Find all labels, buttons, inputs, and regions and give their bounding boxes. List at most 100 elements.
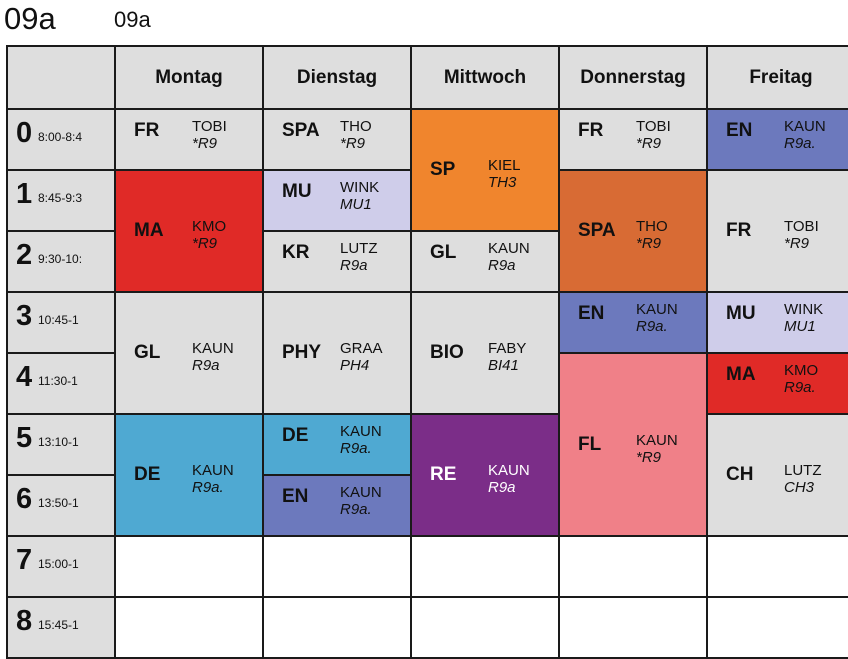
lesson-teacher: KIEL — [488, 157, 521, 174]
lesson-room: R9a. — [784, 135, 816, 152]
lesson-room: BI41 — [488, 357, 519, 374]
empty-slot[interactable] — [114, 535, 264, 598]
lesson-teacher: TOBI — [784, 218, 819, 235]
lesson-teacher: KMO — [784, 362, 819, 379]
lesson-subject: FR — [134, 120, 160, 141]
period-cell: 5 13:10-1 — [6, 413, 116, 476]
empty-slot[interactable] — [706, 596, 848, 659]
period-cell: 4 11:30-1 — [6, 352, 116, 415]
lesson-cell[interactable]: DE KAUN R9a. — [262, 413, 412, 476]
empty-slot[interactable] — [410, 535, 560, 598]
lesson-cell[interactable]: BIO FABY BI41 — [410, 291, 560, 415]
day-header-label: Freitag — [749, 66, 813, 88]
lesson-cell[interactable]: EN KAUN R9a. — [706, 108, 848, 171]
empty-slot[interactable] — [706, 535, 848, 598]
period-number: 0 — [16, 117, 33, 149]
lesson-teacher: KAUN — [488, 240, 530, 257]
lesson-subject: GL — [134, 342, 161, 363]
period-time: 13:50-1 — [38, 496, 79, 510]
lesson-cell[interactable]: MU WINK MU1 — [262, 169, 412, 232]
period-cell: 7 15:00-1 — [6, 535, 116, 598]
period-time: 8:00-8:4 — [38, 130, 83, 144]
lesson-room: *R9 — [340, 135, 366, 152]
lesson-teacher: KAUN — [192, 462, 234, 479]
empty-slot[interactable] — [558, 596, 708, 659]
lesson-cell[interactable]: RE KAUN R9a — [410, 413, 560, 537]
lesson-room: MU1 — [340, 196, 372, 213]
period-number: 7 — [16, 544, 33, 576]
period-number: 6 — [16, 483, 33, 515]
lesson-teacher: WINK — [340, 179, 380, 196]
day-header: Donnerstag — [558, 45, 708, 110]
lesson-cell[interactable]: MA KMO R9a. — [706, 352, 848, 415]
lesson-cell[interactable]: DE KAUN R9a. — [114, 413, 264, 537]
lesson-cell[interactable]: SPA THO *R9 — [262, 108, 412, 171]
lesson-room: *R9 — [636, 448, 662, 466]
day-header: Montag — [114, 45, 264, 110]
class-subtitle: 09a — [114, 7, 151, 32]
lesson-cell[interactable]: GL KAUN R9a — [114, 291, 264, 415]
period-time: 15:00-1 — [38, 557, 79, 571]
lesson-subject: SPA — [578, 220, 616, 241]
lesson-cell[interactable]: FL KAUN *R9 — [558, 352, 708, 537]
lesson-subject: RE — [430, 464, 457, 485]
lesson-subject: BIO — [430, 342, 464, 363]
lesson-subject: PHY — [282, 342, 322, 363]
lesson-cell[interactable]: PHY GRAA PH4 — [262, 291, 412, 415]
period-number: 8 — [16, 605, 33, 637]
lesson-cell[interactable]: SP KIEL TH3 — [410, 108, 560, 232]
lesson-subject: MU — [282, 181, 312, 202]
lesson-subject: FR — [726, 220, 752, 241]
period-time: 8:45-9:3 — [38, 191, 83, 205]
lesson-teacher: KMO — [192, 218, 227, 235]
lesson-cell[interactable]: FR TOBI *R9 — [558, 108, 708, 171]
day-header-label: Donnerstag — [580, 66, 686, 88]
class-title: 09a — [4, 1, 56, 36]
lesson-cell[interactable]: FR TOBI *R9 — [706, 169, 848, 293]
lesson-subject: KR — [282, 242, 310, 263]
lesson-cell[interactable]: MU WINK MU1 — [706, 291, 848, 354]
lesson-teacher: LUTZ — [784, 462, 822, 479]
lesson-cell[interactable]: EN KAUN R9a. — [262, 474, 412, 537]
day-header: Freitag — [706, 45, 848, 110]
lesson-teacher: FABY — [488, 340, 527, 357]
lesson-room: *R9 — [784, 235, 810, 252]
empty-slot[interactable] — [262, 535, 412, 598]
corner-cell — [6, 45, 116, 110]
lesson-room: R9a — [192, 357, 220, 374]
period-cell: 2 9:30-10: — [6, 230, 116, 293]
day-header-label: Dienstag — [296, 66, 378, 88]
empty-slot[interactable] — [114, 596, 264, 659]
lesson-cell[interactable]: KR LUTZ R9a — [262, 230, 412, 293]
lesson-room: PH4 — [340, 357, 370, 374]
period-cell: 3 10:45-1 — [6, 291, 116, 354]
day-header-label: Mittwoch — [443, 66, 527, 88]
lesson-room: *R9 — [636, 135, 662, 152]
lesson-room: R9a. — [340, 440, 372, 457]
lesson-cell[interactable]: MA KMO *R9 — [114, 169, 264, 293]
lesson-room: R9a. — [340, 501, 372, 518]
period-time: 13:10-1 — [38, 435, 79, 449]
empty-slot[interactable] — [558, 535, 708, 598]
lesson-teacher: THO — [340, 118, 372, 135]
lesson-room: MU1 — [784, 318, 816, 335]
empty-slot[interactable] — [262, 596, 412, 659]
period-time: 10:45-1 — [38, 313, 79, 327]
empty-slot[interactable] — [410, 596, 560, 659]
lesson-subject: EN — [578, 303, 605, 324]
day-header: Mittwoch — [410, 45, 560, 110]
lesson-cell[interactable]: FR TOBI *R9 — [114, 108, 264, 171]
period-cell: 8 15:45-1 — [6, 596, 116, 659]
lesson-teacher: LUTZ — [340, 240, 378, 257]
lesson-room: TH3 — [488, 174, 517, 191]
lesson-teacher: KAUN — [636, 431, 678, 449]
lesson-teacher: WINK — [784, 301, 824, 318]
lesson-cell[interactable]: EN KAUN R9a. — [558, 291, 708, 354]
lesson-cell[interactable]: CH LUTZ CH3 — [706, 413, 848, 537]
lesson-teacher: TOBI — [192, 118, 227, 135]
day-header: Dienstag — [262, 45, 412, 110]
lesson-teacher: TOBI — [636, 118, 671, 135]
lesson-cell[interactable]: GL KAUN R9a — [410, 230, 560, 293]
lesson-cell[interactable]: SPA THO *R9 — [558, 169, 708, 293]
lesson-teacher: KAUN — [784, 118, 826, 135]
